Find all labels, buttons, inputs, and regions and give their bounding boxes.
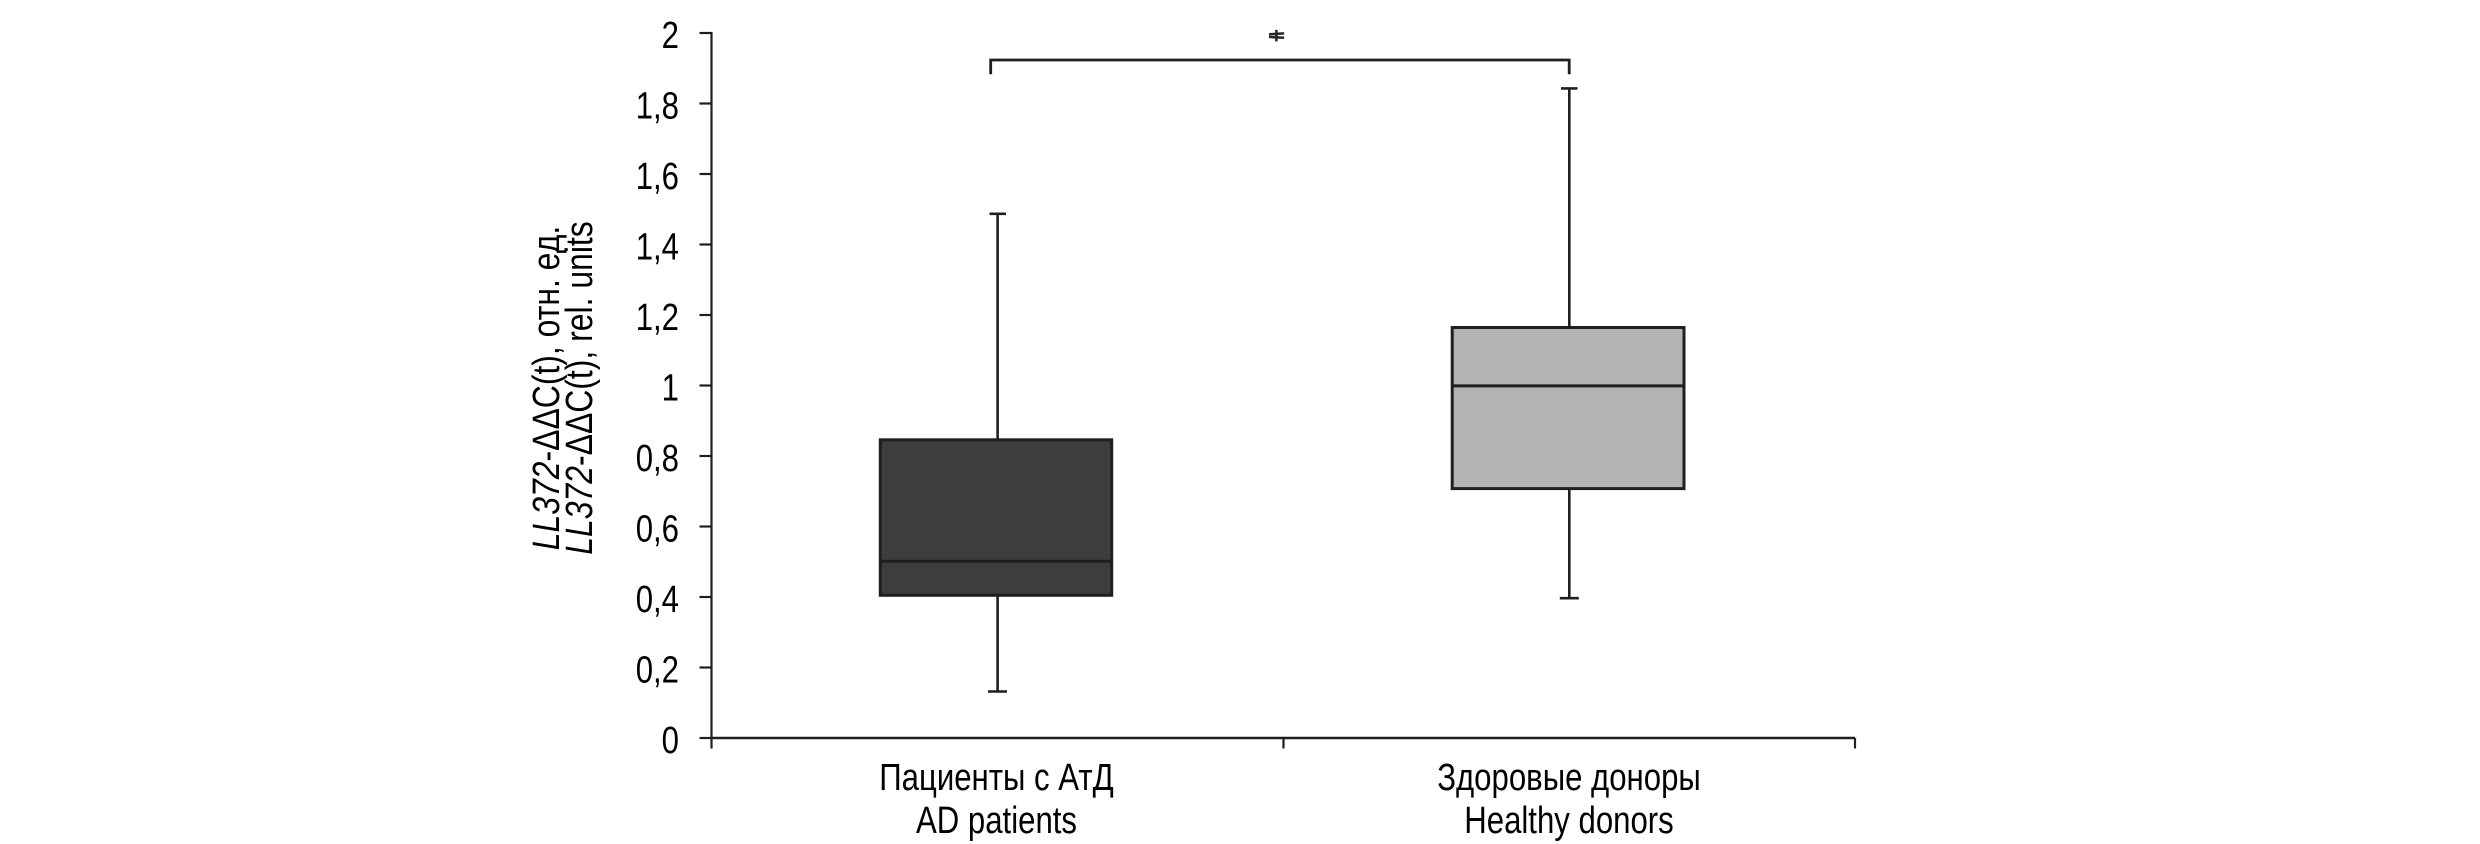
svg-text:0,2: 0,2: [636, 650, 679, 692]
svg-text:1: 1: [662, 368, 679, 410]
svg-text:1,8: 1,8: [636, 86, 679, 128]
svg-text:0: 0: [662, 720, 679, 762]
svg-text:Здоровые доноры: Здоровые доноры: [1437, 757, 1701, 799]
svg-text:LL372-ΔΔC(t), отн. ед.: LL372-ΔΔC(t), отн. ед.: [525, 226, 567, 550]
svg-text:1,4: 1,4: [636, 227, 679, 269]
svg-text:0,6: 0,6: [636, 509, 679, 551]
svg-text:0,8: 0,8: [636, 438, 679, 480]
svg-text:LL372-ΔΔC(t), rel. units: LL372-ΔΔC(t), rel. units: [558, 221, 600, 554]
svg-text:0,4: 0,4: [636, 579, 679, 621]
svg-text:1,2: 1,2: [636, 297, 679, 339]
svg-text:1,6: 1,6: [636, 156, 679, 198]
svg-text:2: 2: [662, 15, 679, 57]
svg-text:Пациенты с АтД: Пациенты с АтД: [879, 757, 1113, 799]
svg-text:AD patients: AD patients: [916, 800, 1077, 842]
svg-text:Healthy donors: Healthy donors: [1464, 800, 1674, 842]
